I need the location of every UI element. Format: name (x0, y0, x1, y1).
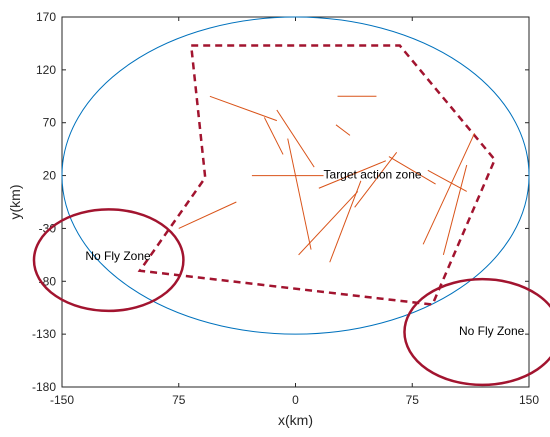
y-tick-label: -30 (39, 221, 57, 235)
annotations: Target action zone No Fly Zone No Fly Zone (85, 168, 524, 338)
plot-content (32, 16, 550, 387)
y-tick-label: -180 (32, 380, 56, 394)
track-segment (388, 156, 436, 185)
track-segment (209, 95, 277, 122)
track-segment (263, 117, 284, 155)
track-segment (298, 191, 359, 256)
target-area-circle (61, 16, 530, 335)
x-tick-label: 0 (292, 393, 299, 407)
x-axis-ticks: -150 75 0 75 150 (50, 17, 539, 407)
track-segment (442, 164, 468, 255)
track-segment (335, 124, 351, 136)
x-axis-label: x(km) (278, 412, 313, 428)
y-tick-label: 170 (36, 10, 56, 24)
y-tick-label: -130 (32, 327, 56, 341)
track-segment (318, 160, 386, 189)
y-tick-label: 120 (36, 63, 56, 77)
y-tick-label: 70 (43, 116, 57, 130)
track-segment (422, 133, 475, 245)
x-tick-label: 75 (172, 393, 186, 407)
track-segment (178, 201, 237, 229)
track-segment (427, 169, 467, 192)
track-segment (329, 180, 362, 263)
y-tick-label: 20 (43, 169, 57, 183)
annotation-label: No Fly Zone (459, 324, 525, 338)
no-fly-zone-circle (403, 277, 550, 387)
annotation-label: Target action zone (324, 168, 422, 182)
annotation-label: No Fly Zone (85, 249, 151, 263)
no-fly-zone-circle (32, 208, 185, 313)
track-segment (354, 152, 398, 208)
track-segment (276, 109, 315, 168)
track-segment (287, 138, 312, 250)
x-tick-label: 75 (406, 393, 420, 407)
y-axis-label: y(km) (7, 185, 23, 220)
x-tick-label: -150 (50, 393, 74, 407)
boundary-polygon (137, 44, 497, 306)
x-tick-label: 150 (519, 393, 539, 407)
